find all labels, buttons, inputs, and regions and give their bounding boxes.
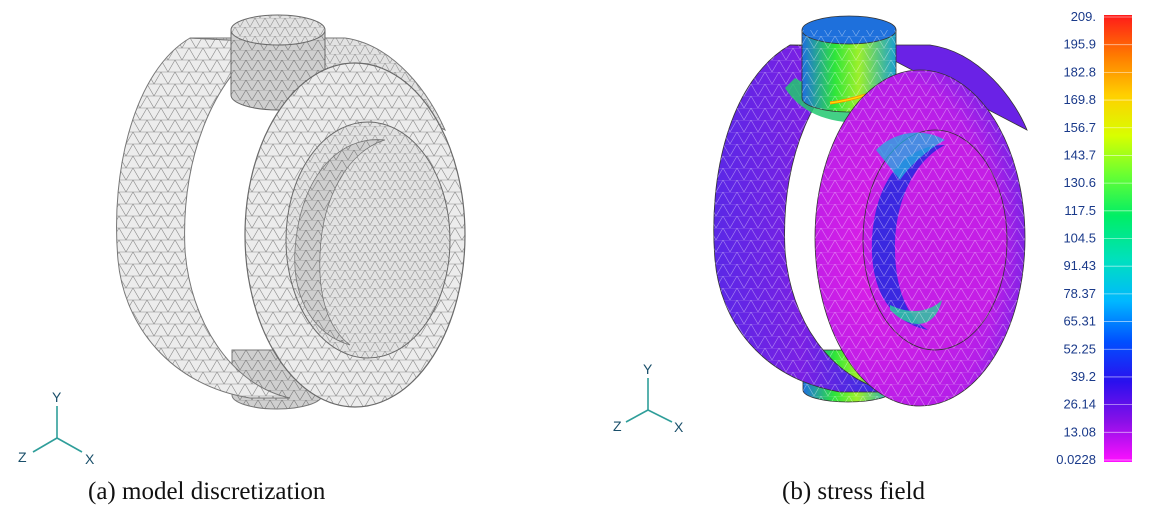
colorbar-label: 169.8	[1063, 92, 1096, 107]
stress-axis-z-label: Z	[613, 418, 622, 434]
panel-stress-field: Y Z X 209. 195.9 182.8 169.8 156.7 143.7 130.6…	[590, 0, 1157, 470]
colorbar-label: 65.31	[1063, 314, 1096, 329]
colorbar-label: 182.8	[1063, 64, 1096, 79]
colorbar-label: 104.5	[1063, 231, 1096, 246]
colorbar-ticks	[1104, 16, 1132, 461]
colorbar-label: 195.9	[1063, 37, 1096, 52]
mesh-model-figure: Y Z X	[18, 14, 466, 467]
caption-model-discretization: (a) model discretization	[88, 478, 326, 505]
colorbar-label: 143.7	[1063, 147, 1096, 162]
stress-ring-front-face	[814, 69, 1026, 407]
colorbar-label: 0.0228	[1056, 452, 1096, 467]
stress-axis-y-label: Y	[643, 361, 653, 377]
colorbar-label: 156.7	[1063, 120, 1096, 135]
stress-axis-triad	[625, 378, 673, 423]
colorbar: 209. 195.9 182.8 169.8 156.7 143.7 130.6 117.5 1…	[1056, 9, 1132, 467]
colorbar-label: 130.6	[1063, 175, 1096, 190]
axis-x-label: X	[85, 451, 95, 467]
colorbar-label: 78.37	[1063, 286, 1096, 301]
colorbar-labels: 209. 195.9 182.8 169.8 156.7 143.7 130.6 117.5 1…	[1056, 9, 1096, 467]
colorbar-label: 13.08	[1063, 424, 1096, 439]
colorbar-label: 117.5	[1064, 203, 1096, 218]
panel-model-discretization: Y Z X	[0, 0, 560, 470]
colorbar-label: 52.25	[1063, 341, 1096, 356]
colorbar-label: 39.2	[1071, 369, 1096, 384]
axis-z-label: Z	[18, 449, 27, 465]
stress-axis-x-label: X	[674, 419, 684, 435]
ring-side-surface	[116, 37, 446, 399]
colorbar-label: 91.43	[1063, 258, 1096, 273]
axis-triad	[32, 406, 83, 453]
ring-front-face	[244, 62, 466, 408]
stress-field-figure: Y Z X 209. 195.9 182.8 169.8 156.7 143.7 130.6…	[613, 9, 1132, 467]
caption-stress-field: (b) stress field	[782, 478, 926, 505]
colorbar-label: 209.	[1071, 9, 1096, 24]
colorbar-label: 26.14	[1063, 397, 1096, 412]
axis-y-label: Y	[52, 389, 62, 405]
